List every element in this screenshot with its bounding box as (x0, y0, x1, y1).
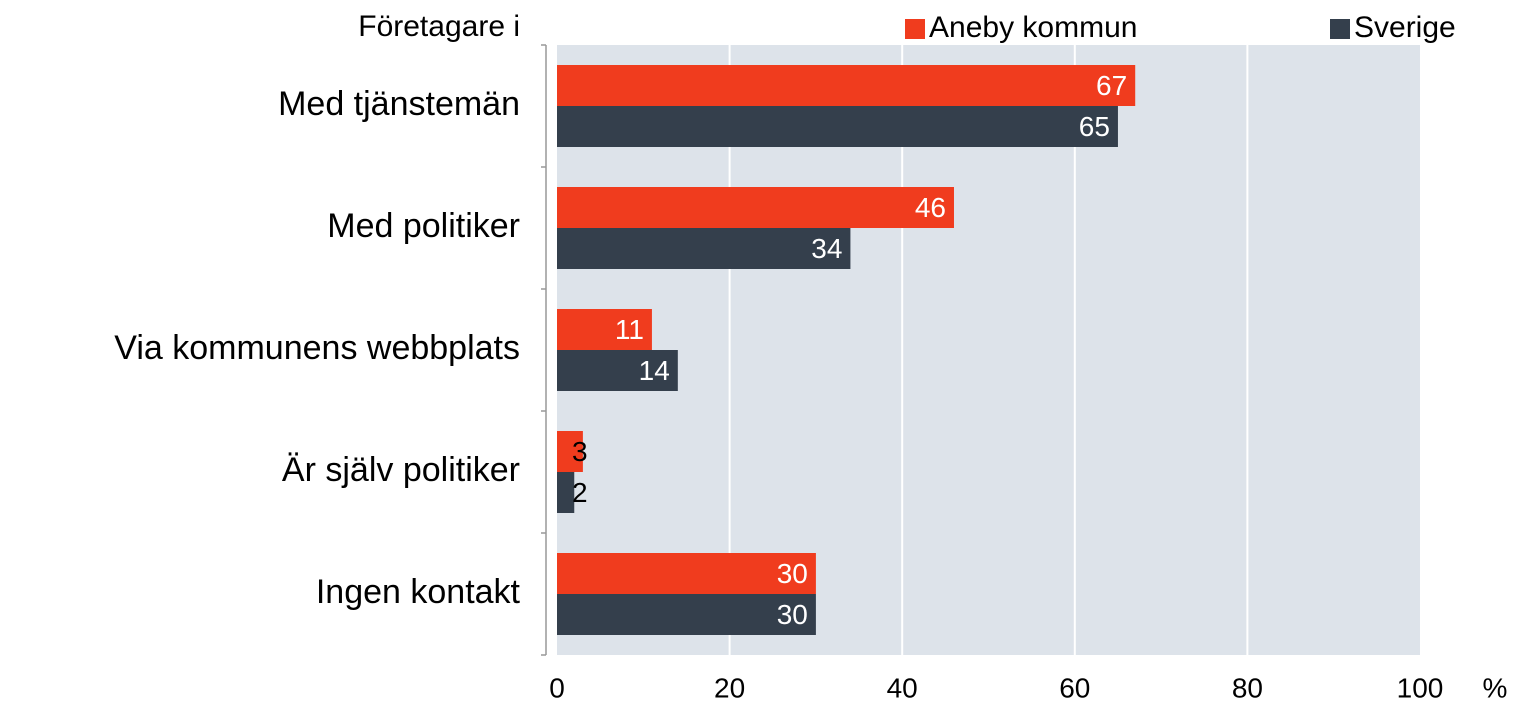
bar (557, 553, 816, 594)
data-label: 2 (572, 477, 588, 508)
x-axis-label: % (1483, 672, 1508, 703)
bar (557, 187, 954, 228)
bar (557, 65, 1136, 106)
bar (557, 309, 652, 350)
bar (557, 472, 575, 513)
y-tick-label: Med politiker (327, 207, 520, 245)
data-label: 30 (777, 599, 808, 630)
x-tick-label: 100 (1397, 672, 1444, 703)
bar (557, 228, 851, 269)
data-label: 11 (615, 314, 644, 345)
y-tick-label: Med tjänstemän (278, 85, 520, 123)
bar (557, 431, 583, 472)
x-tick-label: 80 (1232, 672, 1263, 703)
y-tick-label: Är själv politiker (282, 451, 520, 489)
data-label: 67 (1096, 70, 1127, 101)
legend-title: Företagare i (358, 10, 520, 43)
x-tick-label: 0 (549, 672, 565, 703)
legend-swatch (1330, 19, 1350, 39)
legend-label: Sverige (1354, 11, 1456, 44)
data-label: 14 (639, 355, 670, 386)
data-label: 34 (811, 233, 842, 264)
legend-swatch (905, 19, 925, 39)
data-label: 65 (1079, 111, 1110, 142)
bar (557, 106, 1118, 147)
y-tick-label: Via kommunens webbplats (114, 329, 520, 367)
bar (557, 350, 678, 391)
data-label: 3 (572, 436, 588, 467)
legend-label: Aneby kommun (929, 11, 1137, 44)
x-tick-label: 60 (1059, 672, 1090, 703)
data-label: 30 (777, 558, 808, 589)
x-tick-label: 20 (714, 672, 745, 703)
x-tick-label: 40 (887, 672, 918, 703)
data-label: 46 (915, 192, 946, 223)
y-tick-label: Ingen kontakt (316, 573, 521, 611)
bar (557, 594, 816, 635)
